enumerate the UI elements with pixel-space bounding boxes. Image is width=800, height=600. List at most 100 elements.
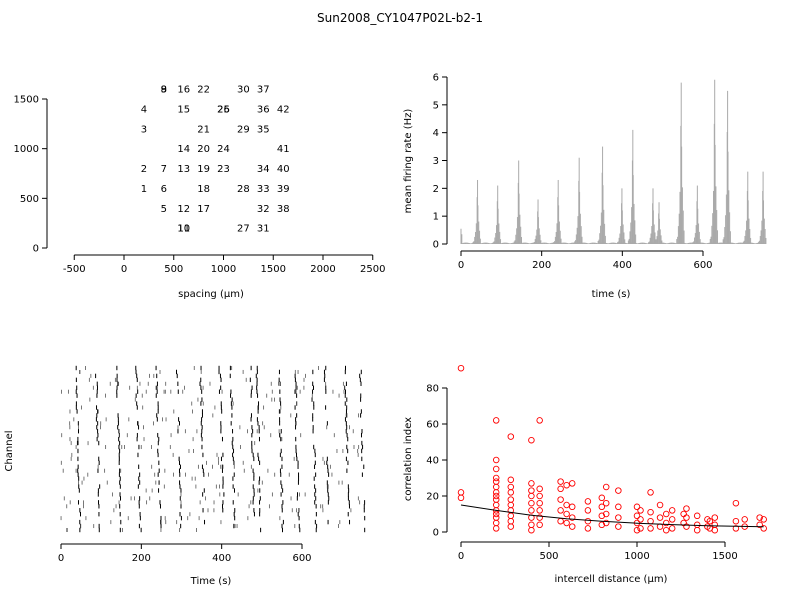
correlation-point xyxy=(536,417,543,424)
correlation-point xyxy=(557,517,564,525)
correlation-point xyxy=(492,514,500,521)
electrode-label-14: 14 xyxy=(177,144,190,155)
correlation-point xyxy=(457,364,465,372)
correlation-point xyxy=(528,492,535,500)
correlation-point xyxy=(557,485,564,493)
p2-y-tick-label: 4 xyxy=(433,128,439,139)
electrode-label-26: 26 xyxy=(217,104,230,115)
correlation-point xyxy=(528,487,535,494)
correlation-point xyxy=(668,516,676,523)
correlation-point xyxy=(760,516,767,523)
electrode-label-38: 38 xyxy=(277,204,290,215)
correlation-point xyxy=(615,487,622,494)
electrode-label-15: 15 xyxy=(177,104,190,115)
correlation-point xyxy=(637,525,644,532)
correlation-point xyxy=(528,521,535,529)
p3-axes: 0 200 400 600 xyxy=(58,543,312,564)
electrode-label-27: 27 xyxy=(237,224,250,235)
electrode-label-22: 22 xyxy=(197,85,210,96)
p3-x-tick-label: 600 xyxy=(292,553,311,564)
correlation-point xyxy=(563,519,570,527)
electrode-label-16: 16 xyxy=(177,85,190,96)
p2-ylabel: mean firing rate (Hz) xyxy=(403,109,414,214)
correlation-point xyxy=(557,478,564,485)
correlation-point xyxy=(711,514,719,521)
correlation-point xyxy=(492,465,500,473)
correlation-point xyxy=(507,476,515,484)
correlation-point xyxy=(584,507,592,514)
panel-mean-firing-rate: 0 200 400 600 0 1 2 3 4 5 6 time (s) mean firing r… xyxy=(403,73,767,300)
correlation-point xyxy=(536,499,543,507)
correlation-point xyxy=(584,498,592,505)
correlation-point xyxy=(598,521,606,529)
correlation-point xyxy=(492,496,500,503)
p1-x-tick-label: 2000 xyxy=(310,264,335,275)
correlation-point xyxy=(568,480,576,487)
electrode-label-29: 29 xyxy=(237,124,250,135)
correlation-point xyxy=(633,503,641,511)
correlation-point xyxy=(732,499,740,507)
correlation-point xyxy=(536,485,543,493)
correlation-point xyxy=(528,499,535,507)
correlation-point xyxy=(732,517,740,525)
correlation-point xyxy=(668,507,676,514)
correlation-point xyxy=(492,478,500,485)
p1-y-tick-label: 1500 xyxy=(14,95,39,106)
p4-x-tick-label: 1000 xyxy=(624,551,649,562)
electrode-label-17: 17 xyxy=(197,204,210,215)
correlation-point xyxy=(637,507,644,514)
electrode-label-20: 20 xyxy=(197,144,210,155)
correlation-point xyxy=(492,489,500,496)
correlation-point xyxy=(602,499,610,507)
correlation-point xyxy=(602,510,610,518)
correlation-point xyxy=(492,510,500,518)
electrode-label-23: 23 xyxy=(217,164,230,175)
p3-raster xyxy=(60,365,366,533)
figure-title: Sun2008_CY1047P02L-b2-1 xyxy=(317,11,483,25)
p4-points xyxy=(457,364,767,534)
p4-xlabel: intercell distance (µm) xyxy=(555,574,668,585)
correlation-point xyxy=(492,501,500,509)
p4-x-tick-label: 500 xyxy=(539,551,558,562)
correlation-point xyxy=(711,521,719,529)
correlation-point xyxy=(557,496,564,503)
electrode-label-31: 31 xyxy=(257,224,270,235)
p3-x-tick-label: 400 xyxy=(212,553,231,564)
correlation-point xyxy=(563,501,570,509)
correlation-point xyxy=(507,512,515,520)
p2-x-tick-label: 400 xyxy=(613,260,632,271)
correlation-point xyxy=(656,514,664,521)
correlation-point xyxy=(656,501,664,509)
correlation-point xyxy=(492,492,500,500)
correlation-point xyxy=(536,507,543,514)
p3-x-tick-label: 200 xyxy=(132,553,151,564)
electrode-label-5: 5 xyxy=(161,204,167,215)
p2-bars xyxy=(460,79,767,244)
correlation-point xyxy=(584,517,592,525)
electrode-label-37: 37 xyxy=(257,85,270,96)
correlation-point xyxy=(492,483,500,491)
correlation-point xyxy=(693,512,701,520)
p3-ylabel: Channel xyxy=(4,430,15,471)
correlation-point xyxy=(507,483,515,491)
correlation-point xyxy=(598,512,606,520)
p4-y-tick-label: 60 xyxy=(426,420,439,431)
p4-x-tick-label: 0 xyxy=(458,551,464,562)
correlation-point xyxy=(507,523,515,530)
electrode-label-21: 21 xyxy=(197,124,210,135)
p1-y-tick-label: 500 xyxy=(20,194,39,205)
correlation-point xyxy=(756,514,763,521)
correlation-point xyxy=(557,507,564,514)
correlation-point xyxy=(602,483,610,491)
correlation-point xyxy=(741,516,748,523)
correlation-point xyxy=(637,516,644,523)
p4-ylabel: correlation index xyxy=(403,417,414,501)
correlation-point xyxy=(647,508,654,516)
p2-x-tick-label: 200 xyxy=(532,260,551,271)
correlation-point xyxy=(457,494,465,502)
electrode-label-35: 35 xyxy=(257,124,270,135)
p2-x-tick-label: 600 xyxy=(693,260,712,271)
p4-y-tick-label: 20 xyxy=(426,492,439,503)
correlation-point xyxy=(680,510,687,518)
p4-fit-line xyxy=(460,504,764,528)
